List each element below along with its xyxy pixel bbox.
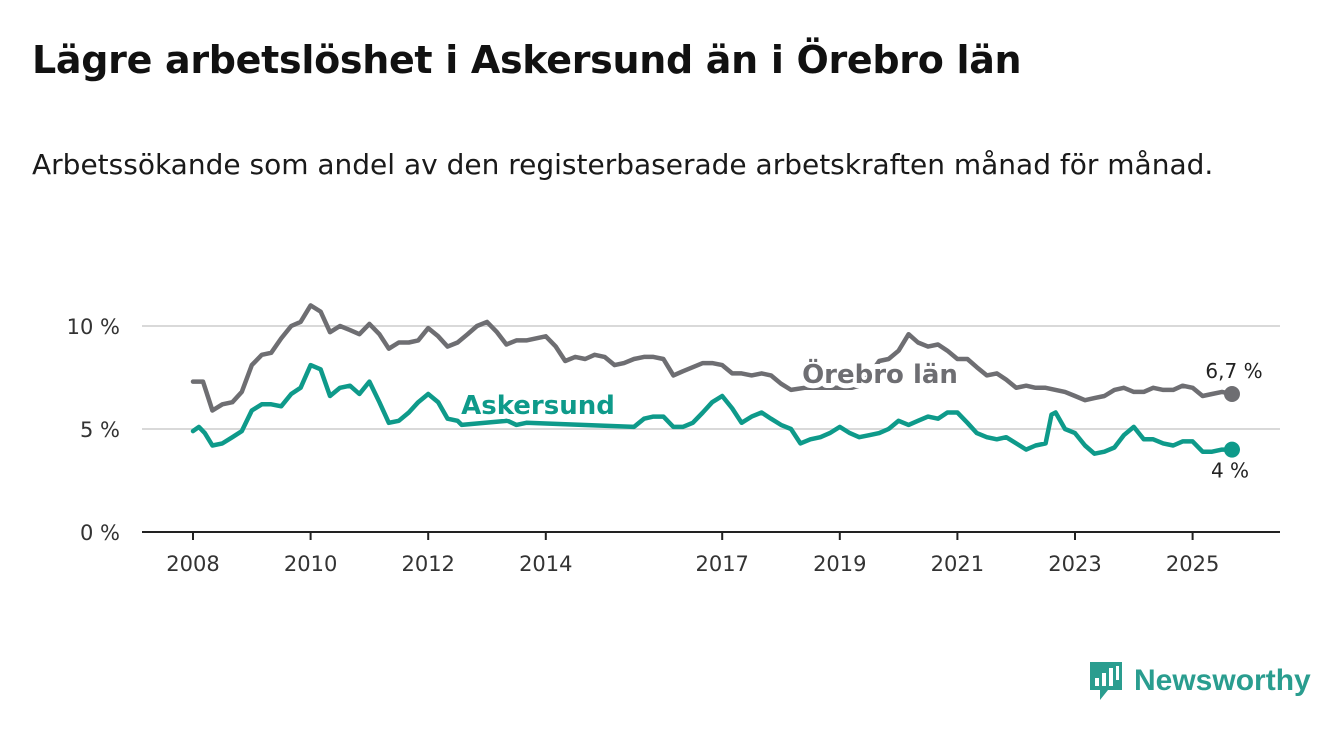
series-line-askersund (190, 362, 1235, 456)
end-value-label-askersund: 4 % (1211, 459, 1249, 483)
x-tick-label: 2008 (166, 552, 219, 576)
x-tick-label: 2014 (519, 552, 572, 576)
end-marker-askersund (1223, 441, 1240, 458)
y-tick-label: 0 % (80, 521, 120, 545)
brand-name: Newsworthy (1134, 664, 1311, 697)
end-marker-orebro-lan (1223, 385, 1240, 402)
x-tick-label: 2017 (695, 552, 748, 576)
x-tick-label: 2010 (284, 552, 337, 576)
x-tick-label: 2021 (931, 552, 984, 576)
x-tick-label: 2012 (401, 552, 454, 576)
series-label-askersund: Askersund (461, 391, 615, 421)
chart-title: Lägre arbetslöshet i Askersund än i Öreb… (32, 38, 1022, 82)
x-tick-label: 2025 (1166, 552, 1219, 576)
y-tick-label: 5 % (80, 418, 120, 442)
brand-logo: Newsworthy (1088, 660, 1311, 702)
x-tick-label: 2019 (813, 552, 866, 576)
end-value-label-orebro-lan: 6,7 % (1205, 359, 1262, 383)
newsworthy-logo-icon (1090, 662, 1122, 700)
series-label-orebro-lan: Örebro län (802, 357, 958, 390)
series-line-orebro-lan (190, 303, 1235, 413)
x-tick-label: 2023 (1048, 552, 1101, 576)
chart-subtitle: Arbetssökande som andel av den registerb… (32, 148, 1214, 181)
y-tick-label: 10 % (67, 315, 120, 339)
